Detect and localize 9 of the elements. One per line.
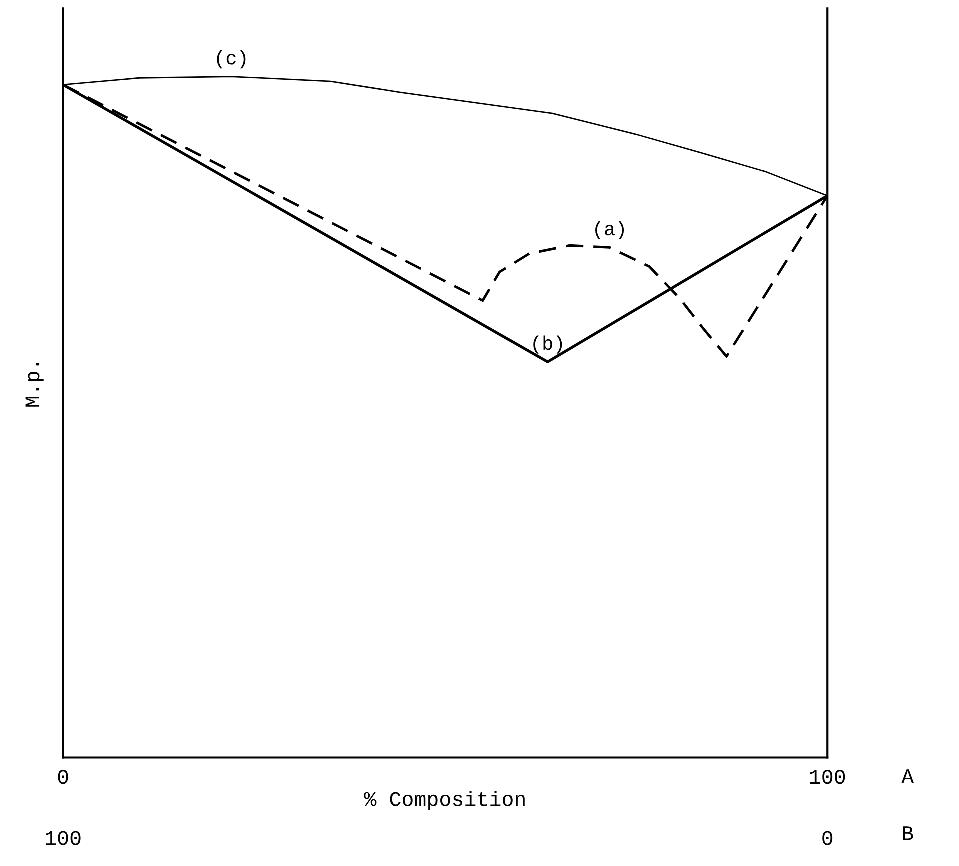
series-label: (b)	[534, 336, 562, 354]
y-axis-title: M.p.	[26, 363, 44, 407]
text: B	[903, 826, 914, 840]
x2-tick-label: 0	[822, 831, 833, 846]
x-axis-title: % Composition	[364, 791, 525, 810]
x2-tick-label: 100	[46, 831, 81, 846]
text: A	[902, 770, 914, 784]
series-label: (c)	[217, 50, 246, 69]
series-label: (a)	[596, 221, 624, 240]
